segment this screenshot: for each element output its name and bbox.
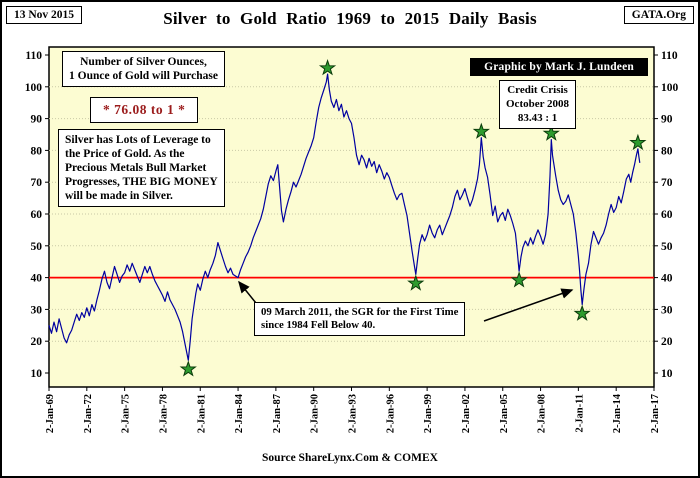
x-axis-label: 2-Jan-87 [272,394,283,433]
credit-crisis-callout: Credit Crisis October 2008 83.43 : 1 [499,80,577,130]
x-axis-label: 2-Jan-11 [574,394,585,433]
x-axis-label: 2-Jan-90 [310,394,321,433]
y-axis-label-right: 40 [661,273,673,285]
y-axis-label-left: 50 [31,241,43,253]
y-axis-label-left: 80 [31,145,43,157]
x-axis-label: 2-Jan-69 [45,394,56,433]
y-axis-label-right: 30 [661,304,673,316]
credit-crisis-line1: Credit Crisis [507,84,568,96]
ounces-note-line1: Number of Silver Ounces, [80,56,207,68]
y-axis-label-left: 40 [31,273,43,285]
leverage-note: Silver has Lots of Leverage to the Price… [58,129,225,208]
x-axis-label: 2-Jan-99 [423,394,434,433]
y-axis-label-left: 20 [31,336,43,348]
sgr-2011-note-line2: since 1984 Fell Below 40. [261,319,376,332]
ounces-note-line2: 1 Ounce of Gold will Purchase [69,70,218,83]
org-label: GATA.Org [623,6,694,24]
x-axis-label: 2-Jan-08 [537,394,548,433]
date-label: 13 Nov 2015 [6,6,83,24]
leverage-note-line3: Precious Metals Bull Market [65,162,207,175]
y-axis-label-left: 100 [25,82,43,94]
y-axis-label-right: 70 [661,177,673,189]
ounces-note: Number of Silver Ounces, 1 Ounce of Gold… [62,51,225,88]
star-marker [542,124,560,141]
sgr-2011-note: 09 March 2011, the SGR for the First Tim… [254,302,466,337]
x-axis-label: 2-Jan-14 [612,393,623,433]
arrow-to-2011-crossing [483,288,574,322]
x-axis-label: 2-Jan-78 [158,394,169,433]
y-axis-label-right: 90 [661,114,673,126]
y-axis-label-right: 60 [661,209,673,221]
y-axis-label-right: 50 [661,241,673,253]
credit-crisis-line2: October 2008 [506,97,570,110]
y-axis-label-left: 10 [31,368,43,380]
y-axis-label-right: 100 [661,82,679,94]
x-axis-label: 2-Jan-02 [461,394,472,433]
star-marker [629,133,647,151]
y-axis-label-right: 110 [661,50,678,62]
leverage-note-line5: will be made in Silver. [65,190,173,203]
y-axis-label-left: 70 [31,177,43,189]
star-marker [472,122,490,139]
x-axis-label: 2-Jan-17 [650,394,661,433]
leverage-note-line1: Silver has Lots of Leverage to [65,134,211,146]
y-axis-label-left: 30 [31,304,43,316]
y-axis-label-left: 60 [31,209,43,221]
x-axis-label: 2-Jan-81 [196,394,207,433]
ratio-line [48,73,641,361]
source-credit: Source ShareLynx.Com & COMEX [262,452,438,464]
graphic-credit: Graphic by Mark J. Lundeen [470,58,648,76]
x-axis-label: 2-Jan-84 [234,393,245,433]
star-marker [179,360,197,377]
leverage-note-line4: Progresses, THE BIG MONEY [65,176,218,189]
current-ratio-callout: * 76.08 to 1 * [90,97,199,124]
x-axis-label: 2-Jan-93 [348,394,359,433]
credit-crisis-line3: 83.43 : 1 [517,111,558,124]
x-axis-label: 2-Jan-75 [121,394,132,433]
x-axis-label: 2-Jan-96 [385,394,396,433]
leverage-note-line2: the Price of Gold. As the [65,148,185,161]
page-title: Silver to Gold Ratio 1969 to 2015 Daily … [163,9,537,28]
x-axis-label: 2-Jan-72 [83,394,94,433]
y-axis-label-left: 90 [31,114,43,126]
x-axis-label: 2-Jan-05 [499,394,510,433]
star-marker [407,274,425,291]
y-axis-label-right: 80 [661,145,673,157]
y-axis-label-right: 10 [661,368,673,380]
y-axis-label-right: 20 [661,336,673,348]
sgr-2011-note-line1: 09 March 2011, the SGR for the First Tim… [261,306,459,318]
y-axis-label-left: 110 [25,50,42,62]
star-marker [318,59,337,76]
star-marker [510,271,528,288]
star-marker [573,304,591,321]
